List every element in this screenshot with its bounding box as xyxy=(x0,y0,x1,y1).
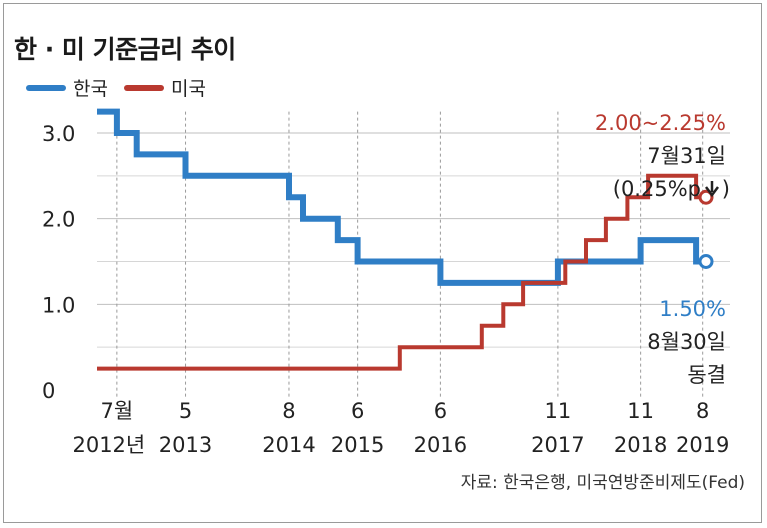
korea-rate-label: 1.50% xyxy=(659,297,726,321)
endpoint-marker-korea xyxy=(698,254,714,269)
x-tick-month: 11 xyxy=(545,399,572,423)
x-tick-year: 2012년 xyxy=(72,433,145,457)
legend: 한국 미국 xyxy=(26,74,222,101)
us-change-label: (0.25%p xyxy=(613,177,701,201)
endpoint-marker-us xyxy=(698,189,714,205)
x-tick-year: 2018 xyxy=(614,433,667,457)
x-tick-month: 11 xyxy=(627,399,654,423)
us-rate-label: 2.00~2.25% xyxy=(595,111,726,135)
x-tick-year: 2019 xyxy=(676,433,729,457)
series-line-us xyxy=(97,173,706,371)
x-tick-month: 5 xyxy=(179,399,192,423)
korea-note-label: 동결 xyxy=(687,363,726,387)
x-tick-year: 2013 xyxy=(159,433,212,457)
series-line-korea xyxy=(97,108,706,286)
source-note: 자료: 한국은행, 미국연방준비제도(Fed) xyxy=(460,473,745,493)
us-change-close: ) xyxy=(722,177,730,201)
y-tick-label: 1.0 xyxy=(42,293,75,317)
legend-label-korea: 한국 xyxy=(73,78,108,100)
x-tick-year: 2014 xyxy=(262,433,315,457)
us-date-label: 7월31일 xyxy=(647,144,726,168)
x-tick-year: 2016 xyxy=(414,433,467,457)
y-tick-label: 0 xyxy=(42,379,55,403)
down-arrow-icon xyxy=(705,181,719,198)
x-tick-year: 2017 xyxy=(531,433,584,457)
x-tick-month: 6 xyxy=(434,399,447,423)
x-tick-month: 8 xyxy=(282,399,295,423)
y-tick-label: 2.0 xyxy=(42,208,75,232)
legend-item-korea: 한국 xyxy=(26,74,108,101)
y-tick-label: 3.0 xyxy=(42,122,75,146)
x-tick-month: 6 xyxy=(351,399,364,423)
legend-swatch-korea xyxy=(26,84,66,91)
x-tick-month: 8 xyxy=(696,399,709,423)
x-tick-year: 2015 xyxy=(331,433,384,457)
korea-date-label: 8월30일 xyxy=(647,330,726,354)
legend-swatch-us xyxy=(123,84,164,91)
legend-item-us: 미국 xyxy=(123,74,206,101)
legend-label-us: 미국 xyxy=(170,78,206,100)
chart-title: 한 · 미 기준금리 추이 xyxy=(14,35,236,64)
x-tick-month: 7월 xyxy=(101,399,134,423)
